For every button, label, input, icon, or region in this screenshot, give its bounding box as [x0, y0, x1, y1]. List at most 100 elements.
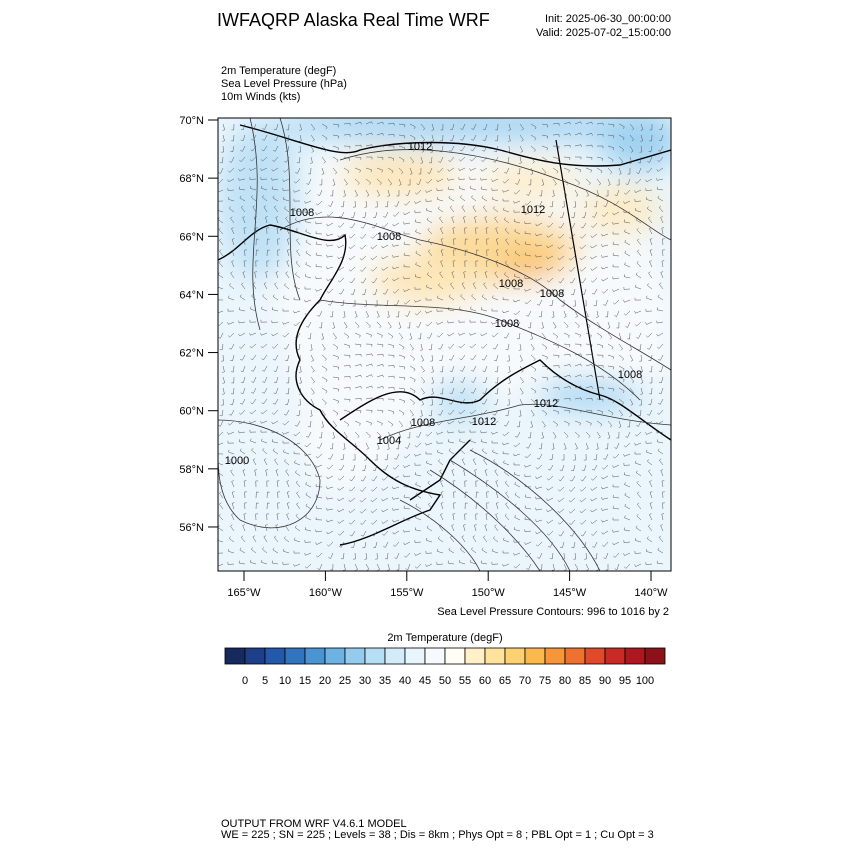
wind-barb — [482, 535, 488, 543]
wind-barb — [450, 123, 455, 131]
wind-barb — [612, 231, 620, 235]
wind-barb — [409, 354, 415, 361]
wind-barb — [360, 233, 367, 239]
wind-barb — [636, 260, 642, 268]
wind-barb — [649, 513, 653, 521]
wind-barb — [427, 249, 433, 257]
wind-barb — [593, 299, 598, 307]
wind-barb — [552, 122, 560, 126]
wind-barb — [552, 145, 560, 149]
wind-barb — [286, 249, 290, 257]
wind-barb — [382, 222, 389, 228]
wind-barb — [494, 354, 499, 362]
wind-barb — [343, 156, 351, 161]
wind-barb — [231, 249, 235, 257]
wind-barb — [308, 167, 312, 175]
wind-barb — [376, 397, 384, 401]
wind-barb — [636, 491, 642, 499]
wind-barb — [286, 491, 290, 499]
wind-barb — [637, 343, 642, 351]
wind-barb — [409, 387, 416, 394]
wind-barb — [645, 178, 653, 183]
colorbar-box — [284, 647, 306, 665]
wind-barb — [607, 376, 615, 381]
wind-barb — [601, 464, 609, 470]
wind-barb — [415, 482, 422, 488]
wind-barb — [251, 448, 257, 455]
wind-barb — [414, 563, 422, 569]
wind-barb — [596, 189, 600, 197]
colorbar-box — [564, 647, 586, 665]
wind-barb — [392, 475, 400, 480]
wind-barb — [502, 297, 510, 301]
wind-barb — [482, 387, 488, 394]
wind-barb — [365, 442, 369, 450]
wind-barb — [519, 123, 524, 131]
wind-barb — [403, 221, 411, 225]
wind-barb — [294, 217, 301, 224]
wind-barb — [629, 123, 635, 131]
wind-barb — [612, 453, 620, 459]
wind-barb — [563, 420, 570, 426]
wind-barb — [451, 271, 455, 279]
wind-barb — [486, 502, 490, 510]
wind-barb — [585, 178, 591, 185]
wind-barb — [398, 123, 406, 128]
wind-barb — [645, 420, 653, 426]
wind-barb — [616, 178, 620, 186]
wind-barb — [403, 464, 411, 468]
wind-barb — [285, 354, 290, 362]
wind-barb — [310, 365, 315, 373]
wind-barb — [415, 515, 422, 521]
wind-barb — [440, 376, 444, 384]
wind-barb — [310, 376, 316, 384]
wind-barb — [387, 563, 390, 571]
wind-barb — [293, 310, 301, 314]
wind-barb — [392, 507, 400, 511]
wind-barb — [230, 524, 235, 532]
wind-barb — [440, 249, 444, 257]
wind-barb — [640, 123, 644, 131]
wind-barb — [286, 513, 290, 521]
wind-barb — [662, 249, 665, 257]
wind-barb — [284, 459, 290, 466]
wind-barb — [392, 277, 400, 282]
wind-barb — [629, 134, 635, 142]
wind-barb — [585, 189, 590, 197]
wind-barb — [255, 480, 259, 488]
colorbar-label: 80 — [559, 675, 571, 687]
wind-barb — [483, 458, 488, 466]
wind-barb — [506, 398, 510, 406]
footer: OUTPUT FROM WRF V4.6.1 MODEL — [221, 818, 407, 830]
wind-barb — [398, 134, 406, 139]
wind-barb — [371, 222, 378, 229]
wind-barb — [398, 398, 405, 404]
wind-barb — [612, 221, 620, 225]
wind-barb — [337, 519, 345, 524]
wind-barb — [427, 260, 433, 268]
wind-barb — [266, 249, 270, 257]
wind-barb — [469, 156, 477, 162]
wind-barb — [463, 216, 466, 224]
wind-barb — [293, 451, 301, 455]
wind-barb — [218, 513, 224, 521]
wind-barb — [315, 517, 323, 521]
wind-barb — [649, 123, 653, 131]
wind-barb — [439, 354, 444, 362]
wind-barb — [491, 187, 499, 191]
wind-barb — [396, 310, 400, 318]
wind-barb — [524, 264, 532, 268]
wind-barb — [472, 458, 477, 466]
wind-barb — [514, 431, 521, 438]
wind-barb — [282, 178, 290, 182]
wind-barb — [623, 286, 631, 290]
lon-label: 160°W — [309, 587, 343, 599]
wind-barb — [403, 541, 411, 546]
wind-barb — [535, 530, 543, 535]
wind-barb — [648, 398, 653, 406]
wind-barb — [365, 343, 373, 347]
wind-barb — [623, 274, 631, 279]
wind-barb — [231, 491, 235, 499]
wind-barb — [218, 260, 224, 268]
wind-barb — [260, 343, 268, 349]
